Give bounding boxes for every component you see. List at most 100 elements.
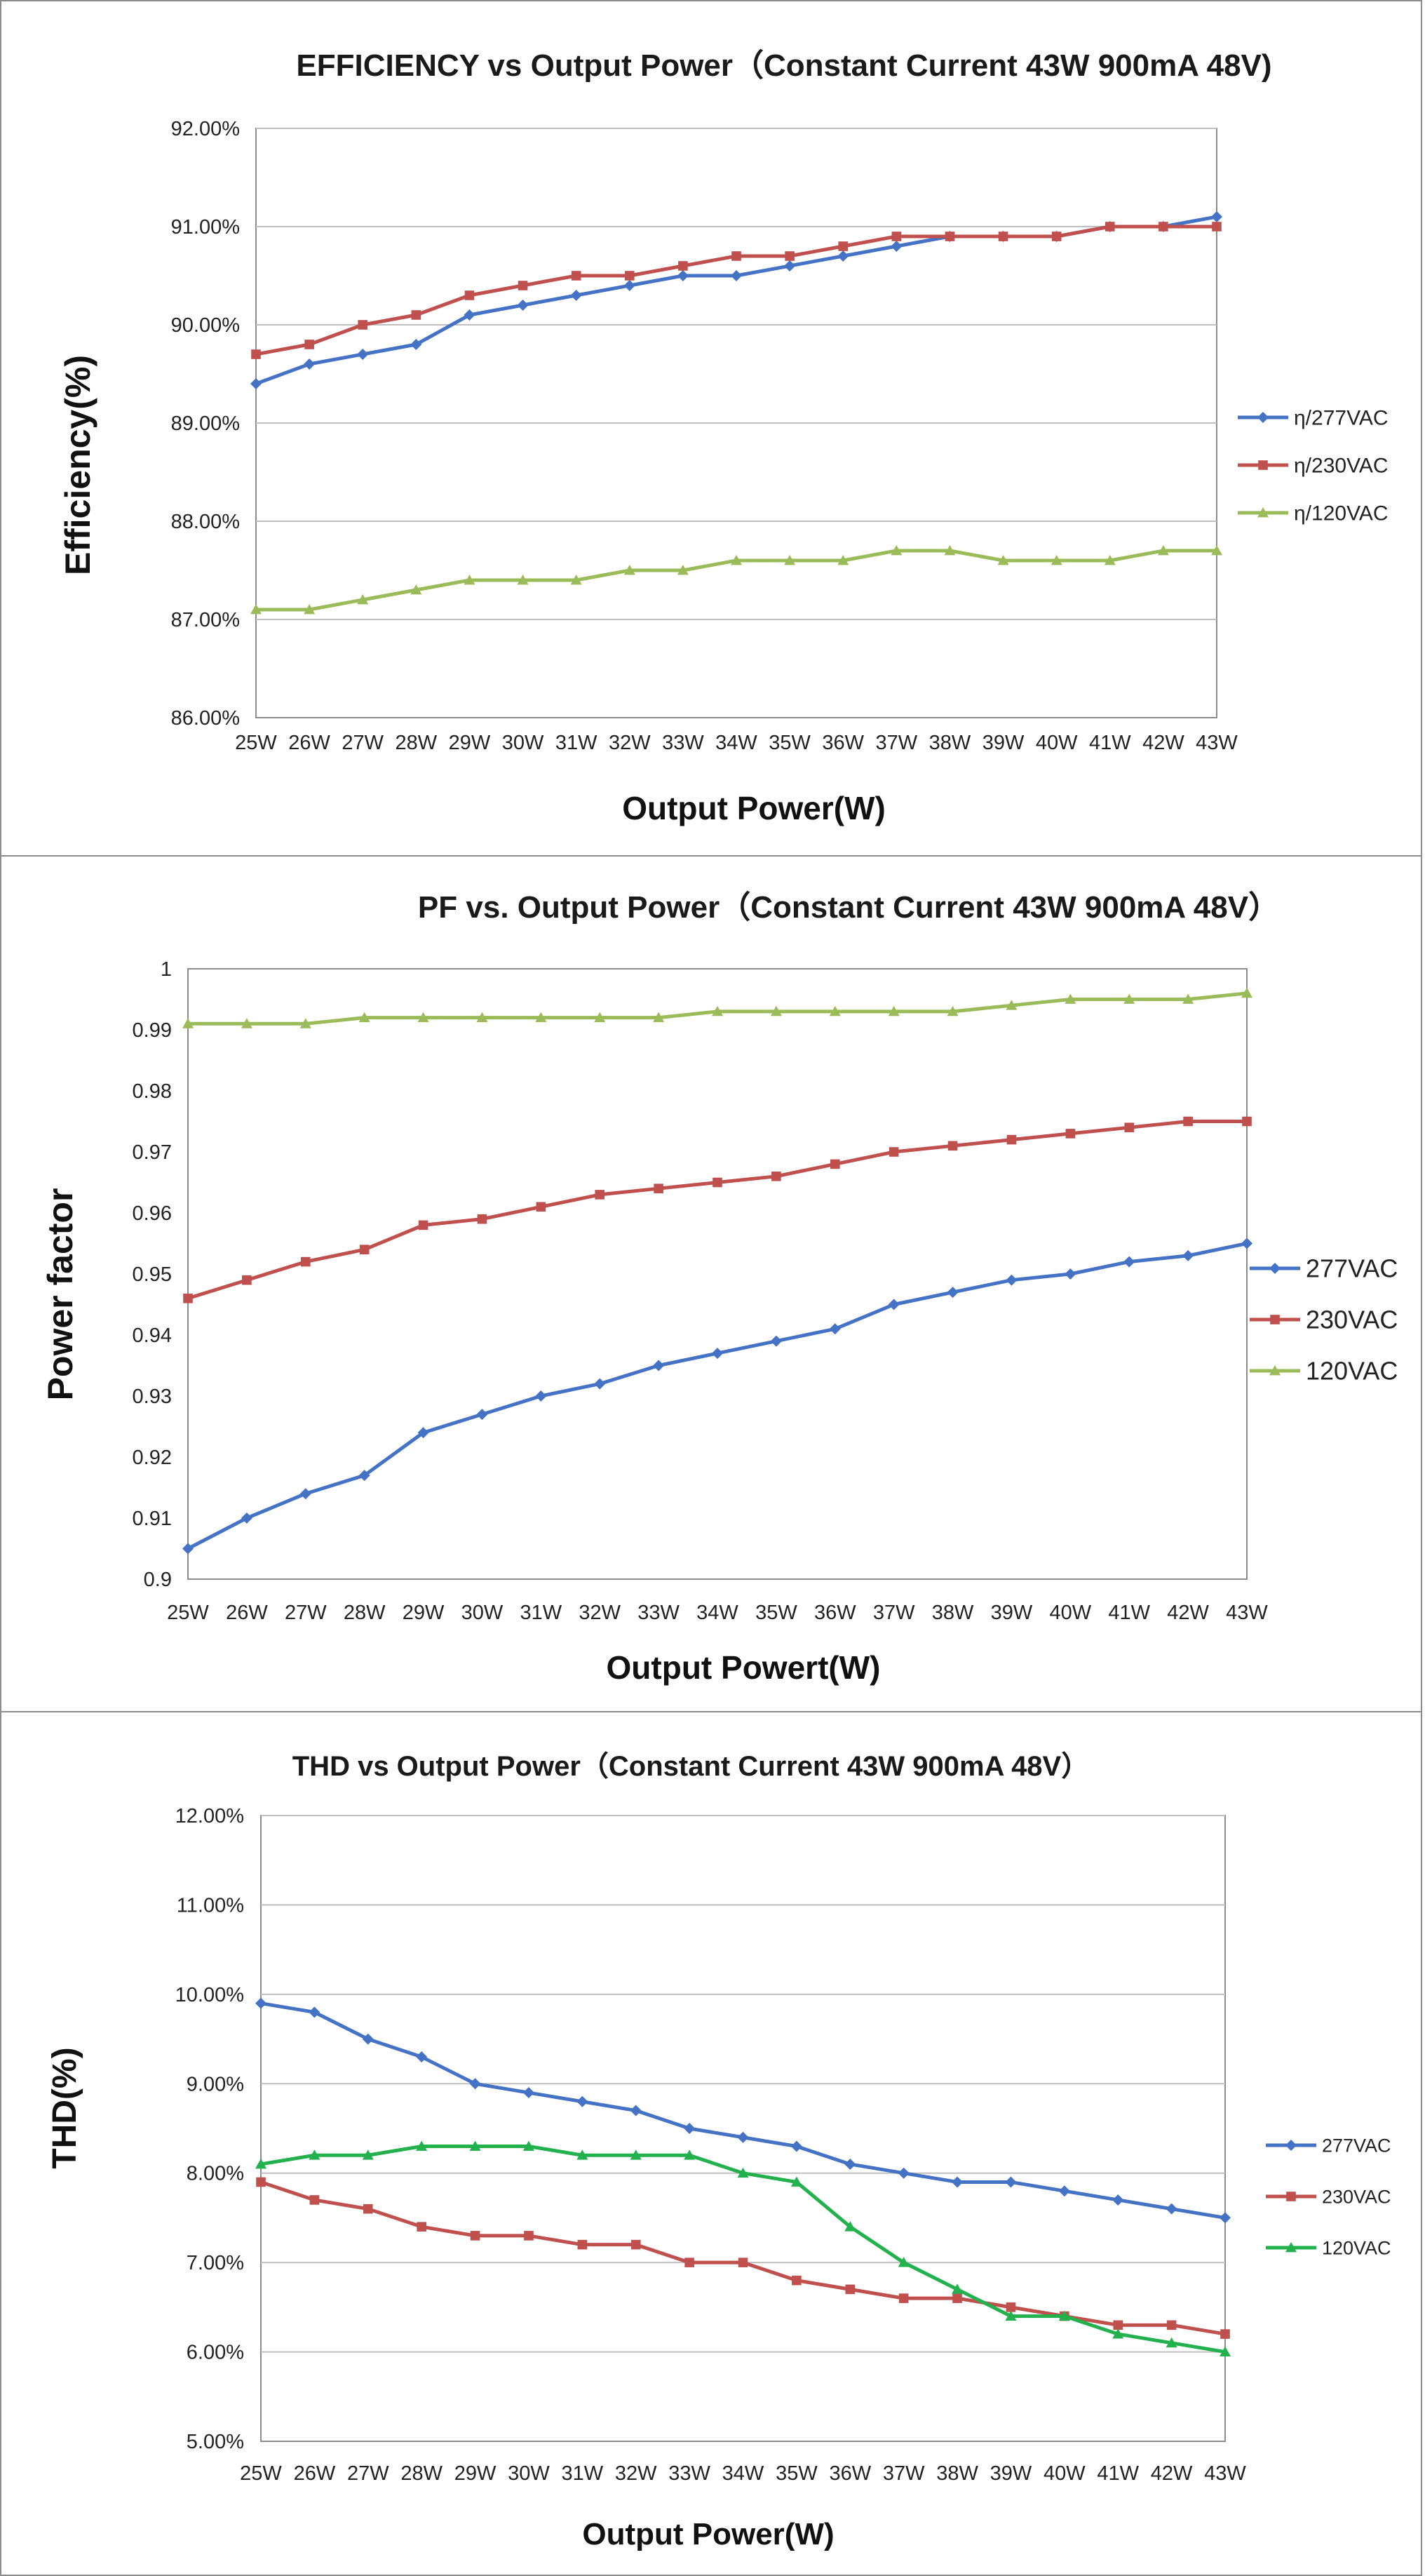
data-point xyxy=(183,1294,193,1303)
data-point xyxy=(891,241,903,252)
data-point xyxy=(947,1287,959,1299)
legend-label: η/230VAC xyxy=(1294,455,1389,478)
data-point xyxy=(410,584,422,595)
series-120VAC xyxy=(182,987,1252,1028)
y-axis-title: Efficiency(%) xyxy=(58,355,97,575)
y-tick-label: 5.00% xyxy=(187,2431,244,2453)
data-point xyxy=(358,1470,370,1482)
x-tick-label: 34W xyxy=(722,2462,764,2485)
data-point xyxy=(653,1012,665,1022)
data-point xyxy=(712,1348,723,1360)
data-point xyxy=(837,250,849,262)
data-point xyxy=(470,2231,480,2241)
data-point xyxy=(1258,460,1268,470)
data-point xyxy=(1286,2192,1296,2201)
x-tick-label: 32W xyxy=(615,2462,657,2485)
legend-entry: 230VAC xyxy=(1266,2186,1391,2207)
x-tick-label: 33W xyxy=(668,2462,710,2485)
data-point xyxy=(1220,2346,1231,2356)
data-point xyxy=(1285,2242,1297,2253)
data-point xyxy=(1112,2194,1124,2206)
data-point xyxy=(1257,412,1269,423)
data-point xyxy=(891,232,902,241)
y-axis-title: Power factor xyxy=(41,1188,80,1401)
data-point xyxy=(677,270,689,281)
data-point xyxy=(241,1018,252,1028)
data-point xyxy=(1270,1315,1280,1324)
series-line xyxy=(260,2001,1226,2220)
data-point xyxy=(1051,232,1062,241)
legend-entry: 230VAC xyxy=(1250,1306,1398,1334)
data-point xyxy=(416,2051,428,2063)
series-η/277VAC xyxy=(250,211,1222,389)
x-tick-label: 42W xyxy=(1151,2462,1193,2485)
data-point xyxy=(997,555,1009,565)
x-tick-label: 28W xyxy=(400,2462,443,2485)
data-point xyxy=(536,1202,546,1212)
x-tick-label: 27W xyxy=(347,2462,389,2485)
data-point xyxy=(1065,993,1076,1004)
legend-entry: 120VAC xyxy=(1250,1357,1398,1386)
data-point xyxy=(1065,1129,1076,1139)
x-tick-label: 41W xyxy=(1089,732,1131,754)
x-tick-label: 32W xyxy=(579,1602,621,1624)
data-point xyxy=(1006,1000,1018,1010)
x-tick-label: 27W xyxy=(342,732,384,754)
data-point xyxy=(1182,993,1194,1004)
data-point xyxy=(630,2149,642,2160)
data-point xyxy=(1105,222,1115,232)
data-point xyxy=(595,1190,605,1200)
data-point xyxy=(738,2258,748,2267)
data-point xyxy=(889,1147,899,1157)
x-tick-label: 39W xyxy=(990,2462,1032,2485)
data-point xyxy=(1241,987,1252,998)
data-point xyxy=(952,2176,964,2188)
x-axis-title: Output Powert(W) xyxy=(607,1649,881,1686)
legend-entry: η/277VAC xyxy=(1238,407,1389,430)
x-tick-label: 28W xyxy=(344,1602,386,1624)
y-tick-label: 92.00% xyxy=(171,118,240,140)
plot-area xyxy=(187,968,1248,1580)
data-point xyxy=(417,1012,429,1022)
data-point xyxy=(829,1323,841,1335)
series-line xyxy=(255,215,1217,386)
legend-label: 120VAC xyxy=(1306,1357,1398,1386)
data-point xyxy=(524,2231,534,2241)
y-tick-label: 0.96 xyxy=(133,1202,172,1225)
x-tick-label: 42W xyxy=(1167,1602,1209,1624)
data-point xyxy=(1166,2320,1177,2330)
series-line xyxy=(255,224,1217,356)
data-point xyxy=(1058,2310,1070,2321)
x-tick-label: 34W xyxy=(696,1602,738,1624)
data-point xyxy=(417,1427,429,1439)
data-point xyxy=(469,2078,481,2090)
y-tick-label: 6.00% xyxy=(187,2342,244,2364)
data-point xyxy=(1104,555,1116,565)
data-point xyxy=(1005,2310,1017,2321)
x-tick-label: 38W xyxy=(932,1602,974,1624)
data-point xyxy=(654,1183,663,1193)
x-tick-label: 26W xyxy=(226,1602,268,1624)
data-point xyxy=(630,2239,641,2250)
y-tick-label: 86.00% xyxy=(171,707,240,730)
y-tick-label: 7.00% xyxy=(187,2252,244,2274)
data-point xyxy=(947,1005,959,1017)
y-tick-label: 10.00% xyxy=(175,1984,244,2006)
data-point xyxy=(594,1378,606,1390)
data-point xyxy=(535,1390,547,1402)
x-tick-label: 33W xyxy=(662,732,704,754)
data-point xyxy=(1006,1274,1018,1286)
data-point xyxy=(309,2149,320,2160)
chart-3: THD vs Output Power（Constant Current 43W… xyxy=(46,1751,1391,2551)
data-point xyxy=(571,271,581,281)
data-point xyxy=(1051,555,1062,565)
data-point xyxy=(410,339,422,350)
data-point xyxy=(784,555,796,565)
data-point xyxy=(250,604,262,615)
chart-title: PF vs. Output Power（Constant Current 43W… xyxy=(418,890,1279,925)
data-point xyxy=(594,1012,606,1022)
data-point xyxy=(182,1543,194,1555)
chart-title: THD vs Output Power（Constant Current 43W… xyxy=(292,1751,1089,1782)
data-point xyxy=(1157,545,1169,556)
